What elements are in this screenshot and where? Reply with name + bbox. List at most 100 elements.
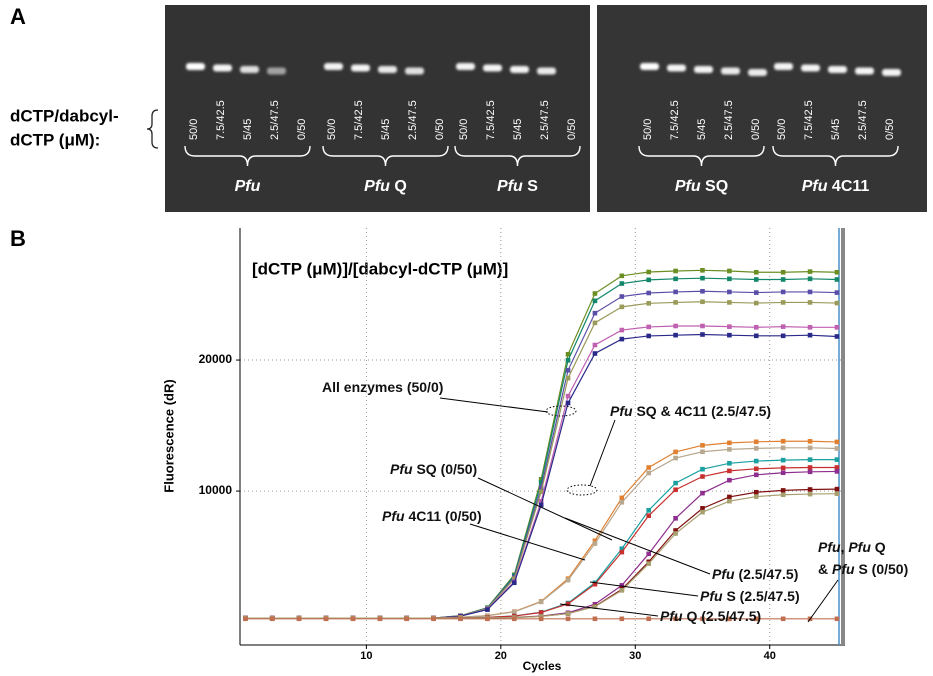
gel-band [510,66,529,73]
point-marker [700,491,705,496]
point-marker [835,487,840,492]
point-marker [700,510,705,515]
point-marker [808,290,813,295]
x-axis-label: Cycles [523,659,562,673]
point-marker [835,616,840,621]
lane-label: 2.5/47.5 [539,100,551,140]
point-marker [727,290,732,295]
gel-band [405,68,424,75]
point-marker [781,334,786,339]
gel-band [828,66,847,73]
point-marker [835,301,840,306]
gel-band [240,66,259,73]
annotation-part: Pfu [818,539,841,555]
point-marker [646,301,651,306]
lane-label: 0/50 [750,119,762,140]
lane-label: 50/0 [642,119,654,140]
lane-label: 50/0 [458,119,470,140]
group-label-part: Pfu [497,178,523,195]
point-marker [646,471,651,476]
annotation-part: Q (2.5/47.5) [683,608,762,624]
gel-band [378,66,397,73]
annotation-part: Pfu [382,508,405,524]
lane-label: 7.5/42.5 [803,100,815,140]
lane-label: 7.5/42.5 [485,100,497,140]
point-marker [673,531,678,536]
point-marker [566,376,571,381]
annotation-part: & [818,561,832,577]
point-marker [512,616,517,621]
gel-band [882,69,901,76]
point-marker [781,466,786,471]
point-marker [539,616,544,621]
group-label-part: Pfu [802,178,828,195]
group-label-part: S [523,178,538,195]
point-marker [673,481,678,486]
annotation-part: (2.5/47.5) [735,566,799,582]
point-marker [620,305,625,310]
annotation-part: Pfu [610,403,633,419]
annotation: Pfu SQ & 4C11 (2.5/47.5) [610,403,771,419]
point-marker [835,440,840,445]
point-marker [781,290,786,295]
point-marker [620,328,625,333]
lane-label: 7.5/42.5 [669,100,681,140]
point-marker [646,278,651,283]
point-marker [835,491,840,496]
annotation-part: Pfu [712,566,735,582]
point-marker [620,337,625,342]
group-label: Pfu Q [364,178,407,195]
point-marker [593,343,598,348]
point-marker [754,290,759,295]
point-marker [646,513,651,518]
point-marker [727,300,732,305]
point-marker [754,325,759,330]
point-marker [700,449,705,454]
point-marker [727,269,732,274]
row-label: dCTP/dabcyl- [10,106,119,125]
point-marker [620,496,625,501]
group-label-part: 4C11 [827,178,869,195]
point-marker [808,487,813,492]
gel-band [801,65,820,72]
point-marker [646,291,651,296]
point-marker [754,440,759,445]
point-marker [512,580,517,585]
point-marker [566,616,571,621]
point-marker [727,441,732,446]
point-marker [781,270,786,275]
point-marker [727,495,732,500]
annotation: Pfu Q (2.5/47.5) [660,608,761,624]
point-marker [593,541,598,546]
gel-band [537,68,556,75]
gel-band [774,63,793,70]
point-marker [700,324,705,329]
gel-band [855,68,874,75]
point-marker [566,358,571,363]
annotation: Pfu (2.5/47.5) [712,566,798,582]
group-label-part: Pfu [675,178,701,195]
lane-label: 2.5/47.5 [723,100,735,140]
point-marker [754,473,759,478]
edge-bar [841,228,845,645]
point-marker [485,607,490,612]
point-marker [485,616,490,621]
point-marker [673,456,678,461]
lane-label: 0/50 [884,119,896,140]
annotation-part: 4C11 (0/50) [405,508,482,524]
point-marker [673,290,678,295]
gel-band [483,65,502,72]
point-marker [593,616,598,621]
point-marker [673,450,678,455]
point-marker [324,616,329,621]
point-marker [646,561,651,566]
gel-panel [597,5,927,212]
annotation-part: Pfu [832,561,855,577]
x-tick-label: 20 [495,650,507,662]
annotation-part: , [841,539,849,555]
group-label-part: Pfu [235,178,261,195]
point-marker [566,394,571,399]
annotation-part: Pfu [848,539,871,555]
lane-label: 50/0 [326,119,338,140]
point-marker [808,470,813,475]
